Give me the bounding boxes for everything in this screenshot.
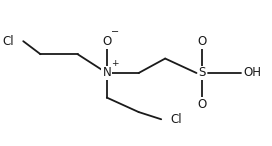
Text: N: N <box>103 66 111 80</box>
Text: Cl: Cl <box>2 35 14 48</box>
Text: O: O <box>102 35 112 48</box>
Text: O: O <box>198 98 207 111</box>
Text: S: S <box>199 66 206 80</box>
Text: Cl: Cl <box>171 113 182 126</box>
Text: O: O <box>198 35 207 48</box>
Text: +: + <box>111 59 119 68</box>
Text: OH: OH <box>243 66 261 80</box>
Text: −: − <box>111 27 119 37</box>
